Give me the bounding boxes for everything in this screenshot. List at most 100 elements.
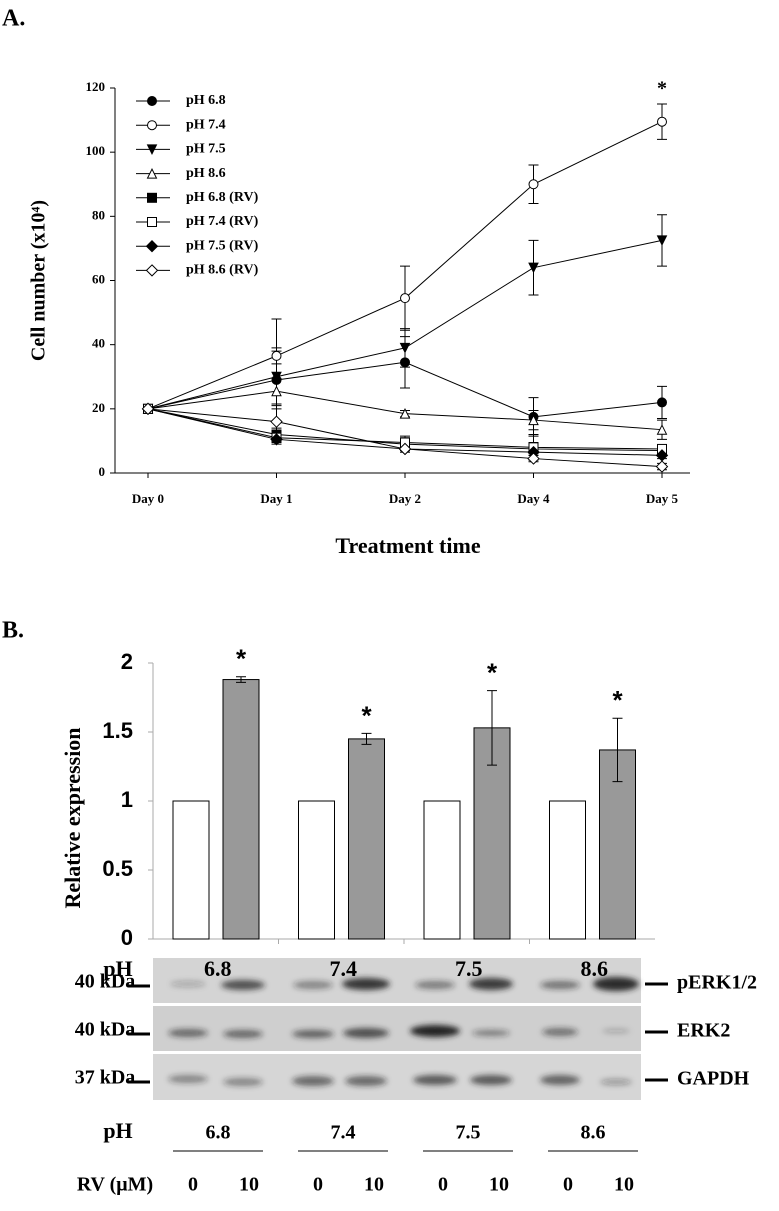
legend-marker: [145, 264, 159, 277]
legend-label: pH 6.8 (RV): [186, 190, 259, 205]
marker: [270, 433, 283, 446]
x-tick-label: 6.8: [204, 956, 232, 981]
marker: [271, 350, 282, 361]
y-tick-label: 120: [86, 79, 106, 94]
y-tick-label: 0.5: [102, 856, 133, 881]
legend-marker: [147, 96, 157, 106]
y-tick-label: 100: [86, 143, 106, 158]
marker: [656, 235, 668, 247]
y-tick-label: 0: [121, 925, 133, 950]
rv-dose: 0: [438, 1174, 448, 1196]
y-tick-label: 80: [92, 207, 105, 222]
rv-dose: 10: [489, 1174, 509, 1196]
annotation: *: [236, 644, 247, 674]
blot: [153, 958, 641, 1100]
x-tick-label: Day 2: [389, 491, 421, 506]
x-tick-label: 8.6: [581, 956, 609, 981]
x-tick-label: Day 5: [646, 491, 679, 506]
x-axis-title: pH: [103, 956, 132, 981]
x-tick-label: Day 0: [132, 491, 164, 506]
marker: [528, 179, 539, 190]
x-tick-label: Day 1: [260, 491, 292, 506]
marker: [655, 460, 669, 473]
rv-dose: 10: [239, 1174, 259, 1196]
legend-label: pH 7.4 (RV): [186, 214, 259, 229]
marker: [270, 415, 283, 428]
x-tick-label: 7.4: [330, 956, 358, 981]
ph-label: pH: [103, 1118, 132, 1143]
legend-marker: [147, 192, 157, 203]
bar: [222, 679, 260, 940]
legend-label: pH 7.4: [186, 117, 226, 132]
marker: [527, 452, 540, 465]
marker-label: 37 kDa: [75, 1067, 136, 1089]
protein-label: GAPDH: [677, 1068, 750, 1090]
x-axis-title: Treatment time: [335, 533, 480, 558]
legend-marker: [147, 120, 157, 131]
x-tick-label: Day 4: [517, 491, 550, 506]
protein-label: pERK1/2: [677, 972, 757, 994]
marker: [271, 385, 282, 397]
marker-label: 40 kDa: [75, 971, 136, 993]
rv-dose: 10: [614, 1174, 634, 1196]
marker: [657, 397, 667, 408]
panel-label: A.: [2, 6, 25, 32]
legend-marker: [147, 217, 157, 227]
ph-value: 8.6: [581, 1122, 606, 1144]
protein-label: ERK2: [677, 1020, 730, 1042]
rv-dose: 0: [188, 1174, 198, 1196]
rv-dose: 0: [313, 1174, 323, 1196]
y-tick-label: 2: [121, 649, 133, 674]
ph-value: 6.8: [206, 1122, 231, 1144]
legend-label: pH 8.6: [186, 166, 226, 181]
marker: [399, 408, 411, 419]
legend-label: pH 6.8: [186, 93, 226, 108]
bar: [172, 800, 210, 940]
annotation: *: [487, 657, 498, 687]
error-bar: [487, 690, 497, 766]
marker: [528, 414, 539, 426]
marker: [400, 293, 410, 304]
annotation: *: [612, 685, 623, 715]
x-tick-label: 7.5: [455, 956, 483, 981]
marker: [400, 357, 410, 368]
y-tick-label: 40: [92, 336, 105, 351]
annotation: *: [657, 78, 667, 100]
legend-marker: [146, 167, 158, 179]
y-tick-label: 60: [92, 271, 105, 286]
ph-value: 7.5: [456, 1122, 481, 1144]
legend-marker: [145, 239, 159, 253]
marker: [398, 442, 412, 456]
y-tick-label: 1: [121, 787, 133, 812]
y-tick-label: 20: [92, 400, 105, 415]
legend-marker: [146, 144, 158, 156]
marker: [657, 116, 667, 127]
bar: [298, 800, 335, 940]
rv-dose: 10: [364, 1174, 384, 1196]
error-bar: [612, 717, 623, 783]
marker: [528, 262, 539, 274]
bar: [423, 800, 461, 940]
ph-value: 7.4: [331, 1122, 356, 1144]
panel-label: B.: [2, 618, 24, 644]
y-tick-label: 1.5: [102, 718, 133, 743]
error-bar: [236, 676, 246, 683]
y-axis-title: Cell number (x10⁴): [28, 200, 50, 361]
error-bar: [361, 732, 372, 745]
bar: [348, 738, 385, 940]
rv-dose: 0: [563, 1174, 573, 1196]
y-tick-label: 0: [99, 464, 106, 479]
marker: [141, 402, 155, 416]
y-axis-title: Relative expression: [60, 727, 85, 908]
legend-label: pH 7.5: [186, 142, 226, 157]
bar: [549, 800, 586, 940]
annotation: *: [361, 700, 372, 730]
marker: [271, 371, 282, 383]
rv-label: RV (μM): [77, 1174, 153, 1196]
marker: [656, 424, 668, 435]
legend-label: pH 8.6 (RV): [186, 263, 259, 278]
marker-label: 40 kDa: [75, 1019, 136, 1041]
legend-label: pH 7.5 (RV): [186, 238, 259, 253]
marker: [399, 342, 411, 354]
